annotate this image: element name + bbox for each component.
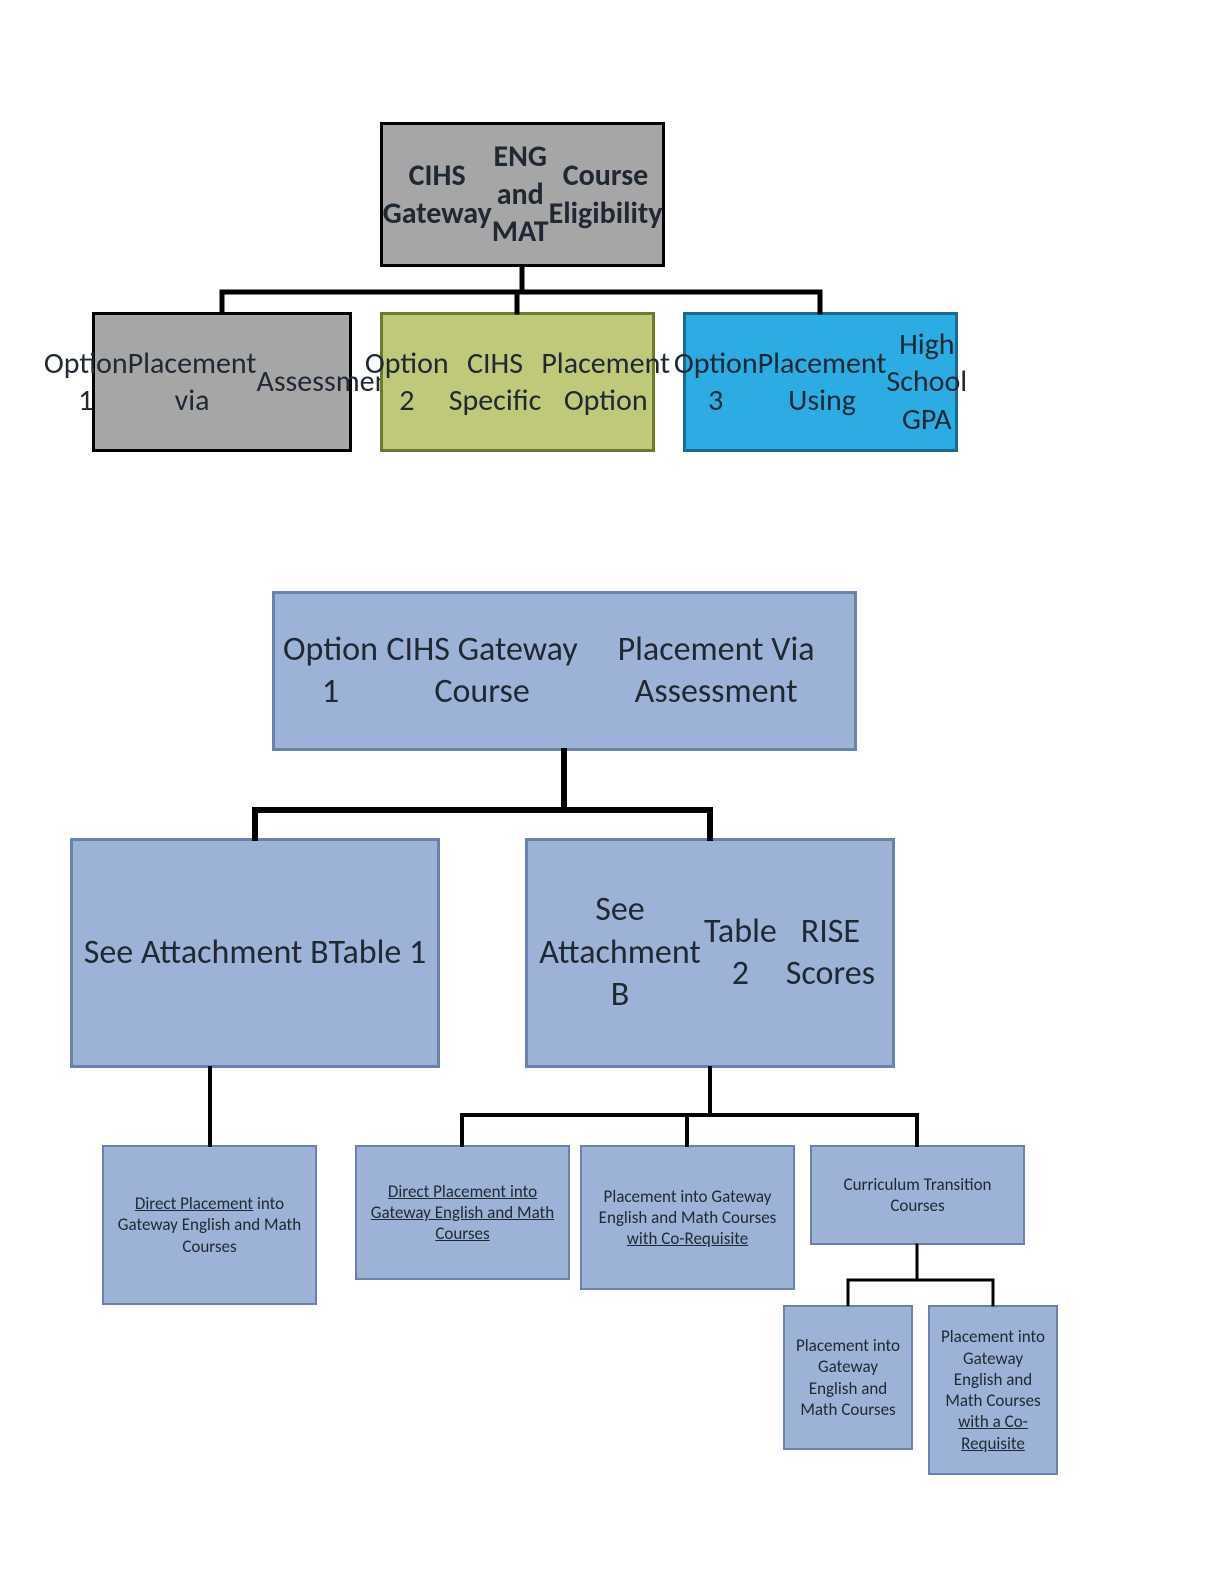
tree2-level3-1: Direct Placement into Gateway English an…	[355, 1145, 570, 1280]
node-line: See Attachment B	[84, 932, 329, 975]
node-line: Table 1	[329, 932, 427, 975]
node-text: Curriculum Transition Courses	[820, 1174, 1015, 1217]
node-line: CIHS Gateway Course	[378, 629, 586, 714]
node-line: Placement Option	[541, 345, 670, 420]
node-line: RISE Scores	[777, 911, 884, 996]
node-line: Placement Via Assessment	[586, 629, 846, 714]
node-line: ENG and MAT	[492, 138, 549, 251]
tree2-level4-0: Placement into Gateway English and Math …	[783, 1305, 913, 1450]
tree2-root: Option 1CIHS Gateway CoursePlacement Via…	[272, 591, 857, 751]
tree1-root: CIHS GatewayENG and MATCourse Eligibilit…	[380, 122, 665, 267]
node-line: Option 1	[283, 629, 378, 714]
node-line: Table 2	[704, 911, 777, 996]
node-text: Direct Placement into Gateway English an…	[365, 1181, 560, 1245]
diagram-root: CIHS GatewayENG and MATCourse Eligibilit…	[20, 40, 1230, 1556]
node-line: Placement Using	[758, 345, 887, 420]
node-text: Placement into Gateway English and Math …	[590, 1186, 785, 1250]
node-line: Option 1	[44, 345, 128, 420]
tree2-level4-1: Placement into Gateway English and Math …	[928, 1305, 1058, 1475]
node-text: Placement into Gateway English and Math …	[793, 1335, 903, 1420]
node-line: Option 3	[674, 345, 758, 420]
tree2-level2-attB2: See Attachment BTable 2RISE Scores	[525, 838, 895, 1068]
tree2-level3-3: Curriculum Transition Courses	[810, 1145, 1025, 1245]
node-text: Direct Placement into Gateway English an…	[112, 1193, 307, 1257]
node-line: Course Eligibility	[549, 157, 663, 232]
tree1-option-2: Option 2CIHS SpecificPlacement Option	[380, 312, 655, 452]
node-text: Placement into Gateway English and Math …	[938, 1326, 1048, 1454]
tree2-level3-0: Direct Placement into Gateway English an…	[102, 1145, 317, 1305]
connector-layer	[20, 40, 1230, 540]
node-line: Option 2	[365, 345, 449, 420]
node-line: CIHS Gateway	[383, 157, 492, 232]
node-line: Placement via	[128, 345, 257, 420]
tree2-level2-attB1: See Attachment BTable 1	[70, 838, 440, 1068]
tree2-level3-2: Placement into Gateway English and Math …	[580, 1145, 795, 1290]
node-line: CIHS Specific	[449, 345, 542, 420]
tree1-option-1: Option 1Placement viaAssessment	[92, 312, 352, 452]
node-line: High School GPA	[886, 326, 967, 439]
tree1-option-3: Option 3Placement UsingHigh School GPA	[683, 312, 958, 452]
node-line: See Attachment B	[536, 889, 704, 1017]
